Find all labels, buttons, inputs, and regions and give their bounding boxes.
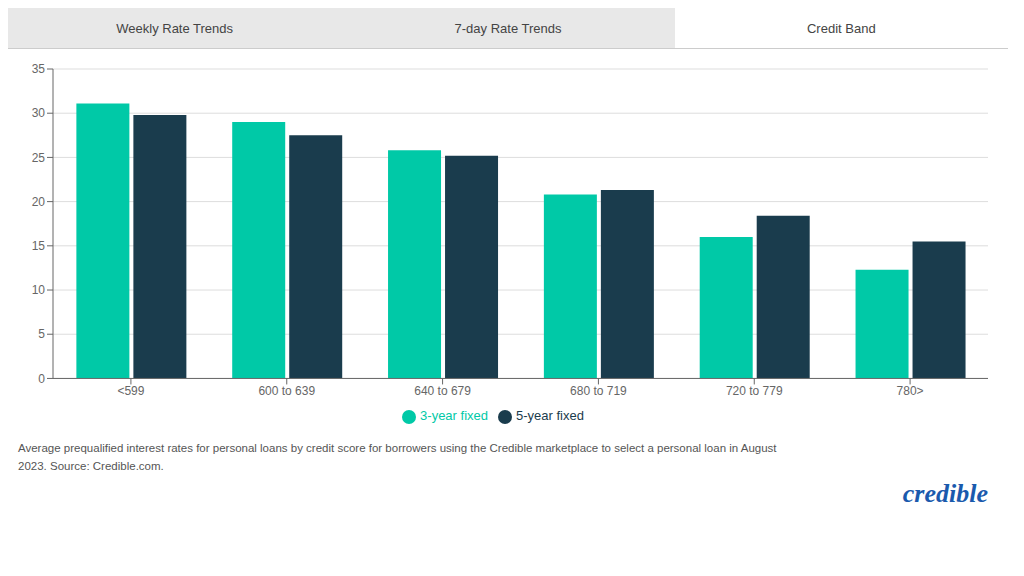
html-text:Average prequalified interest: Average prequalified interest rates for … bbox=[18, 442, 777, 454]
svg-text:640 to 679: 640 to 679 bbox=[414, 384, 471, 398]
html-text:Credit Band: Credit Band bbox=[807, 20, 876, 36]
html-text:7-day Rate Trends: 7-day Rate Trends bbox=[454, 20, 562, 36]
svg-text:680 to 719: 680 to 719 bbox=[570, 384, 627, 398]
html-text:5-year fixed: 5-year fixed bbox=[516, 408, 584, 424]
html-text:2023. Source: Credible.com.: 2023. Source: Credible.com. bbox=[18, 460, 164, 472]
svg-text:15: 15 bbox=[32, 239, 46, 253]
svg-text:600 to 639: 600 to 639 bbox=[258, 384, 315, 398]
svg-text:780>: 780> bbox=[897, 384, 924, 398]
svg-text:30: 30 bbox=[32, 106, 46, 120]
svg-text:720 to 779: 720 to 779 bbox=[726, 384, 783, 398]
html-text:credible: credible bbox=[902, 479, 988, 508]
svg-text:35: 35 bbox=[32, 62, 46, 76]
svg-text:5: 5 bbox=[38, 327, 45, 341]
html-text:Weekly Rate Trends: Weekly Rate Trends bbox=[116, 20, 234, 36]
svg-text:0: 0 bbox=[38, 372, 45, 386]
svg-text:20: 20 bbox=[32, 195, 46, 209]
svg-text:<599: <599 bbox=[117, 384, 144, 398]
svg-text:10: 10 bbox=[32, 283, 46, 297]
html-text:3-year fixed: 3-year fixed bbox=[420, 408, 488, 424]
svg-text:25: 25 bbox=[32, 151, 46, 165]
